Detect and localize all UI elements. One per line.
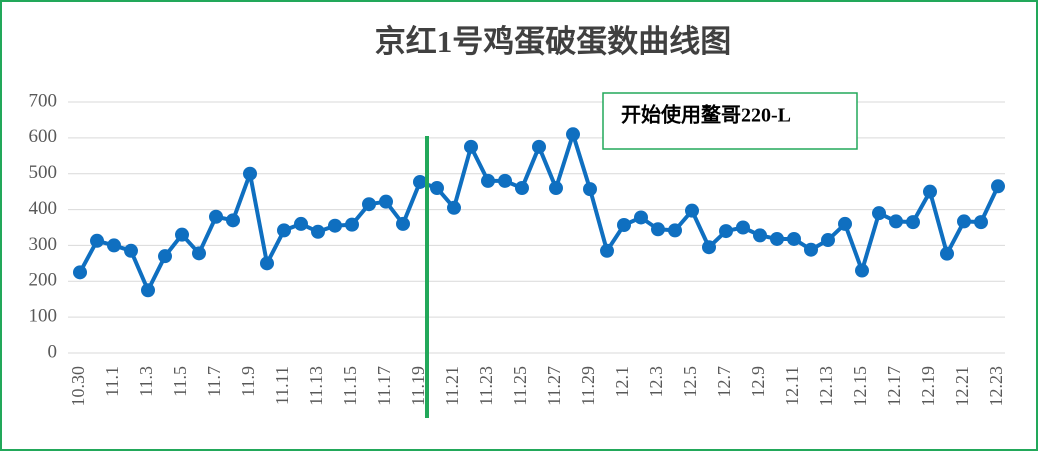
point <box>685 203 699 218</box>
point <box>617 217 631 232</box>
point <box>855 263 869 278</box>
point <box>413 174 427 189</box>
y-tick-label: 300 <box>29 234 58 255</box>
point <box>515 181 529 196</box>
y-tick-label: 400 <box>29 198 58 219</box>
point <box>90 233 104 248</box>
y-tick-label: 100 <box>29 306 58 327</box>
x-tick-label: 12.9 <box>748 366 768 398</box>
point <box>702 240 716 255</box>
point <box>175 227 189 242</box>
x-tick-label: 11.25 <box>510 366 530 406</box>
point <box>906 215 920 230</box>
y-tick-label: 200 <box>29 270 58 291</box>
point <box>73 265 87 280</box>
y-tick-label: 500 <box>29 162 58 183</box>
chart-title: 京红1号鸡蛋破蛋数曲线图 <box>375 24 732 59</box>
x-tick-label: 12.15 <box>850 366 870 407</box>
point <box>991 179 1005 194</box>
point <box>634 210 648 225</box>
point <box>583 182 597 197</box>
x-tick-label: 11.5 <box>170 366 190 397</box>
point <box>277 223 291 238</box>
point <box>396 216 410 231</box>
point <box>889 214 903 229</box>
x-tick-label: 11.15 <box>340 366 360 406</box>
point <box>872 206 886 221</box>
x-tick-label: 11.1 <box>102 366 122 397</box>
point <box>974 215 988 230</box>
x-tick-label: 12.19 <box>918 366 938 407</box>
x-tick-label: 12.21 <box>952 366 972 407</box>
point <box>294 216 308 231</box>
point <box>498 173 512 188</box>
point <box>158 249 172 264</box>
x-tick-label: 12.3 <box>646 366 666 398</box>
y-tick-label: 600 <box>29 126 58 147</box>
point <box>124 243 138 258</box>
point <box>430 181 444 196</box>
y-tick-label: 700 <box>29 90 58 111</box>
point <box>532 139 546 154</box>
point <box>957 214 971 229</box>
point <box>770 231 784 246</box>
point <box>549 181 563 196</box>
point <box>362 197 376 212</box>
x-tick-label: 11.3 <box>136 366 156 397</box>
point <box>923 184 937 199</box>
point <box>668 223 682 238</box>
point <box>821 233 835 248</box>
point <box>719 224 733 239</box>
x-tick-label: 11.13 <box>306 366 326 406</box>
y-tick-label: 0 <box>48 341 58 362</box>
point <box>243 166 257 181</box>
point <box>464 139 478 154</box>
point <box>328 218 342 233</box>
point <box>600 243 614 258</box>
point <box>226 213 240 228</box>
point <box>481 173 495 188</box>
x-tick-label: 12.17 <box>884 366 904 407</box>
x-tick-label: 11.11 <box>272 366 292 405</box>
point <box>753 228 767 243</box>
x-tick-label: 11.29 <box>578 366 598 406</box>
point <box>141 283 155 298</box>
x-tick-label: 12.13 <box>816 366 836 407</box>
x-tick-label: 12.5 <box>680 366 700 398</box>
x-tick-label: 11.19 <box>408 366 428 406</box>
annotation-box <box>602 92 858 150</box>
point <box>804 242 818 257</box>
point <box>260 256 274 271</box>
point <box>787 231 801 246</box>
point <box>566 127 580 142</box>
point <box>447 200 461 215</box>
point <box>107 238 121 253</box>
x-tick-label: 12.1 <box>612 366 632 398</box>
x-tick-label: 12.11 <box>782 366 802 406</box>
x-tick-label: 12.23 <box>986 366 1006 407</box>
x-tick-label: 11.17 <box>374 366 394 406</box>
x-tick-label: 11.21 <box>442 366 462 406</box>
point <box>379 194 393 209</box>
x-tick-label: 11.27 <box>544 366 564 406</box>
point <box>209 209 223 224</box>
plot <box>73 127 1005 298</box>
point <box>736 220 750 235</box>
x-tick-label: 12.7 <box>714 366 734 398</box>
point <box>311 224 325 239</box>
x-tick-label: 10.30 <box>68 366 88 407</box>
point <box>192 246 206 261</box>
point <box>940 246 954 261</box>
point <box>345 217 359 232</box>
x-tick-label: 11.23 <box>476 366 496 406</box>
annotation: 开始使用鳌哥220-L <box>621 103 791 127</box>
x-tick-label: 11.9 <box>238 366 258 397</box>
point <box>838 216 852 231</box>
point <box>651 222 665 237</box>
x-tick-label: 11.7 <box>204 366 224 397</box>
